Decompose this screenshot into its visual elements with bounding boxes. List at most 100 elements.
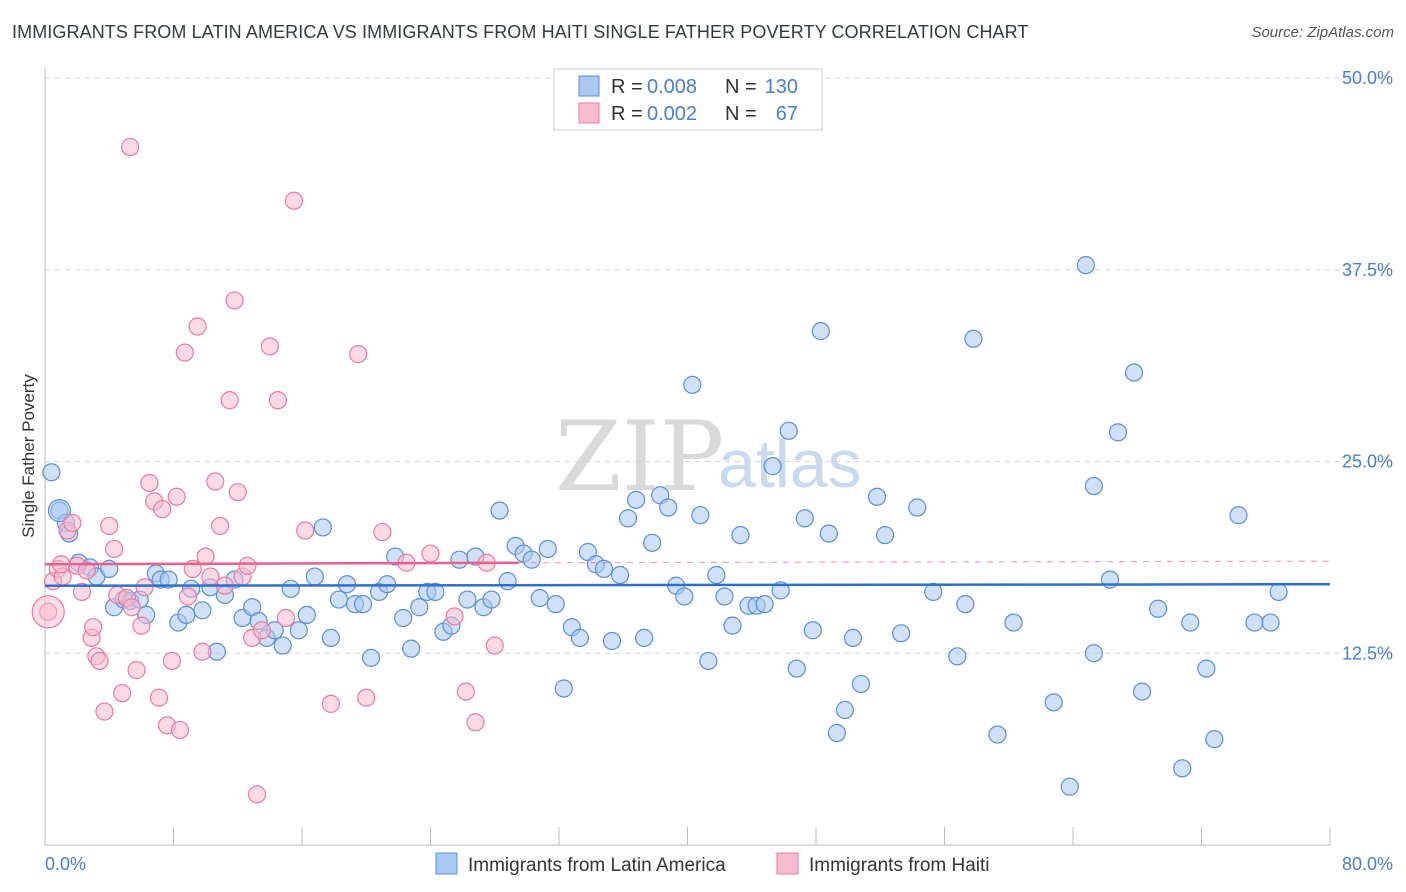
- point-latin-america: [450, 550, 469, 569]
- point-latin-america: [1004, 613, 1023, 632]
- point-latin-america: [273, 636, 292, 655]
- y-tick-label: 25.0%: [1342, 452, 1393, 472]
- point-haiti: [162, 651, 181, 671]
- point-latin-america: [1197, 659, 1216, 678]
- point-haiti: [196, 547, 215, 566]
- point-haiti: [121, 137, 140, 157]
- point-latin-america: [538, 539, 557, 559]
- point-latin-america: [313, 518, 332, 537]
- point-haiti: [90, 651, 109, 671]
- legend-pink-swatch: [578, 102, 600, 124]
- point-haiti: [72, 582, 92, 601]
- point-latin-america: [851, 674, 871, 694]
- point-latin-america: [193, 601, 212, 620]
- point-latin-america: [1060, 777, 1079, 796]
- legend-stats: R = 0.008 N = 130 R = 0.002 N = 67: [553, 68, 823, 131]
- point-latin-america: [691, 506, 710, 525]
- legend-latin-america-swatch: [435, 852, 458, 875]
- point-latin-america: [811, 322, 830, 341]
- point-latin-america: [867, 487, 887, 506]
- point-latin-america: [819, 524, 838, 543]
- trend-line-latin-america: [44, 582, 1331, 588]
- point-haiti: [140, 473, 159, 493]
- point-latin-america: [554, 679, 573, 698]
- point-haiti: [373, 522, 392, 542]
- point-haiti: [268, 391, 288, 410]
- point-latin-america: [297, 605, 316, 625]
- point-latin-america: [795, 509, 814, 528]
- point-haiti: [84, 618, 103, 637]
- point-latin-america: [956, 595, 975, 614]
- point-haiti: [456, 682, 475, 701]
- point-latin-america: [731, 526, 750, 545]
- point-latin-america: [1173, 759, 1192, 778]
- point-latin-america: [1044, 693, 1063, 712]
- y-axis-label: Single Father Poverty: [19, 374, 38, 538]
- legend-pink-n-label: N =: [725, 103, 757, 125]
- point-latin-america: [1149, 599, 1168, 618]
- point-haiti: [112, 684, 132, 703]
- y-tick-labels: 12.5% 25.0% 37.5% 50.0%: [1342, 68, 1393, 663]
- point-haiti: [127, 661, 146, 680]
- legend-blue-swatch: [578, 75, 600, 97]
- point-haiti: [284, 191, 304, 210]
- point-haiti: [122, 598, 141, 617]
- point-haiti: [178, 587, 198, 606]
- point-latin-america: [835, 700, 855, 720]
- point-latin-america: [289, 621, 308, 640]
- point-latin-america: [410, 598, 429, 617]
- point-latin-america: [1084, 476, 1103, 496]
- point-latin-america: [1124, 363, 1144, 382]
- point-haiti: [225, 291, 244, 310]
- point-latin-america: [353, 595, 373, 614]
- point-latin-america: [948, 647, 967, 666]
- point-latin-america: [610, 565, 630, 585]
- point-latin-america: [707, 565, 726, 585]
- point-latin-america: [1245, 613, 1264, 632]
- point-latin-america: [490, 501, 509, 520]
- legend-latin-america-label: Immigrants from Latin America: [468, 855, 726, 876]
- trend-line-haiti-extension: [518, 560, 1331, 564]
- point-latin-america: [964, 329, 983, 348]
- point-latin-america: [1205, 730, 1224, 749]
- point-haiti: [206, 472, 225, 491]
- point-haiti: [357, 688, 376, 707]
- point-haiti: [95, 702, 114, 721]
- point-haiti: [228, 483, 247, 502]
- point-latin-america: [787, 659, 806, 678]
- legend-pink-r-value: 0.002: [647, 103, 697, 125]
- point-latin-america: [1132, 682, 1152, 701]
- point-haiti: [104, 539, 124, 559]
- point-latin-america: [643, 533, 662, 552]
- point-latin-america: [321, 628, 341, 648]
- point-haiti: [188, 317, 207, 336]
- point-latin-america: [635, 628, 654, 648]
- point-haiti: [77, 561, 96, 580]
- point-latin-america: [924, 582, 943, 601]
- point-latin-america: [675, 587, 694, 606]
- point-haiti: [210, 516, 230, 536]
- point-haiti: [149, 688, 169, 707]
- y-tick-label: 12.5%: [1342, 643, 1393, 663]
- point-latin-america: [498, 572, 517, 591]
- point-latin-america: [594, 559, 614, 578]
- y-tick-label: 37.5%: [1342, 260, 1393, 280]
- point-latin-america: [715, 587, 734, 606]
- point-latin-america: [522, 550, 541, 569]
- point-haiti: [201, 567, 220, 586]
- trend-lines: [44, 560, 1331, 588]
- legend-blue-r-label: R =: [611, 76, 643, 98]
- point-haiti: [167, 487, 186, 506]
- point-haiti: [276, 608, 296, 628]
- point-latin-america: [779, 421, 798, 440]
- point-latin-america: [1084, 644, 1103, 663]
- point-latin-america: [803, 621, 822, 640]
- point-haiti: [193, 642, 212, 661]
- trend-line-haiti: [44, 561, 519, 566]
- point-latin-america: [42, 463, 61, 482]
- point-latin-america: [426, 582, 445, 601]
- point-haiti: [260, 337, 279, 356]
- point-latin-america: [755, 595, 774, 614]
- point-latin-america: [626, 490, 646, 509]
